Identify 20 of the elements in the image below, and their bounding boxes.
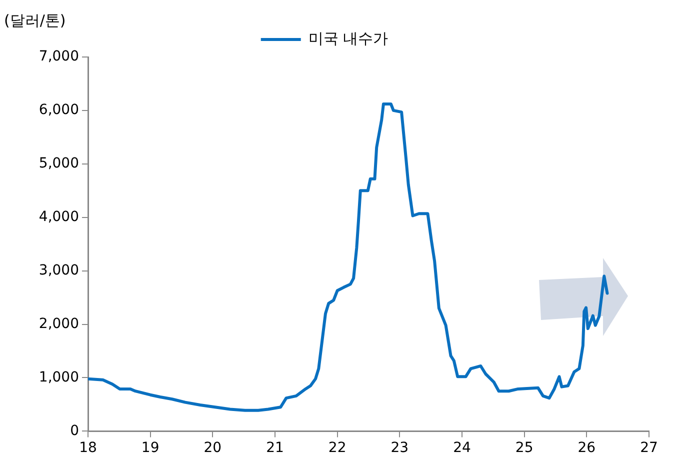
legend-label: 미국 내수가 — [308, 29, 388, 48]
x-tick-label: 18 — [79, 440, 97, 456]
x-tick-label: 26 — [578, 440, 596, 456]
y-tick-label: 7,000 — [38, 48, 79, 65]
y-axis-title: (달러/톤) — [4, 11, 66, 30]
x-tick-label: 20 — [204, 440, 222, 456]
y-tick-label: 3,000 — [38, 262, 79, 278]
x-tick-label: 19 — [141, 440, 160, 456]
x-tick-label: 24 — [453, 440, 471, 456]
y-tick-label: 4,000 — [38, 209, 79, 226]
y-tick-label: 6,000 — [38, 102, 79, 118]
x-tick-label: 25 — [515, 440, 534, 456]
x-tick-label: 22 — [328, 440, 346, 456]
y-tick-label: 2,000 — [38, 316, 79, 332]
x-tick-label: 27 — [640, 440, 658, 456]
y-tick-label: 5,000 — [38, 156, 79, 172]
y-tick-label: 1,000 — [38, 369, 79, 386]
x-tick-label: 23 — [390, 440, 409, 456]
x-tick-label: 21 — [266, 440, 284, 456]
y-tick-label: 0 — [70, 422, 79, 439]
